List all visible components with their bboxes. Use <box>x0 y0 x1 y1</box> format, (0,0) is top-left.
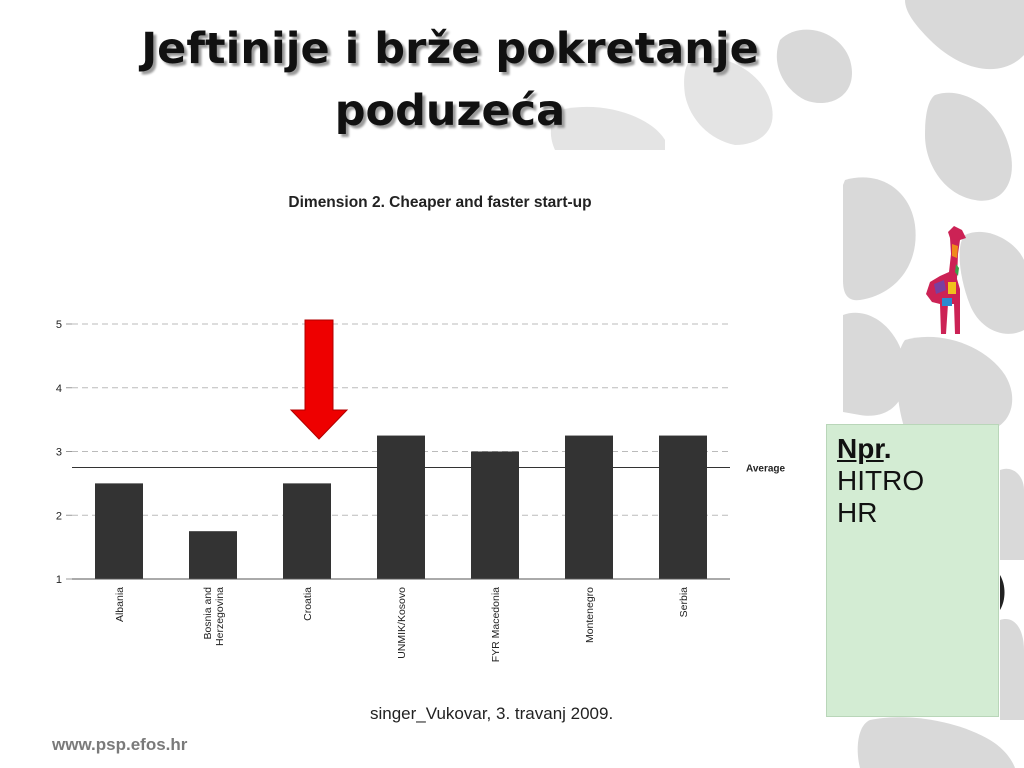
footer-credit: singer_Vukovar, 3. travanj 2009. <box>370 704 614 723</box>
x-axis-labels: Albania Bosnia and Herzegovina Croatia UNMIK… <box>114 587 690 662</box>
giraffe-pattern-shape <box>843 177 916 301</box>
highlight-arrow-icon <box>289 319 349 440</box>
giraffe-pattern-shape <box>1000 619 1024 720</box>
y-tick-label: 3 <box>56 447 62 459</box>
x-tick-label: Serbia <box>678 587 690 618</box>
bar <box>189 531 237 579</box>
giraffe-pattern-shape <box>776 29 852 104</box>
giraffe-pattern-shape <box>550 106 665 150</box>
slide-title-line2: poduzeća <box>334 86 566 136</box>
giraffe-pattern-shape <box>843 312 906 416</box>
giraffe-pattern-shape <box>896 336 1013 430</box>
x-tick-label: Montenegro <box>584 587 596 643</box>
y-axis-ticks: 1 2 3 4 5 <box>56 319 72 586</box>
y-tick-label: 2 <box>56 510 62 522</box>
bar <box>659 435 707 579</box>
x-tick-label: Croatia <box>302 587 314 621</box>
y-tick-label: 5 <box>56 319 62 331</box>
average-label: Average <box>746 463 786 474</box>
giraffe-pattern-shape <box>1000 575 1005 610</box>
chart-panel: Dimension 2. Cheaper and faster start-up… <box>0 150 843 715</box>
slide-title-line1: Jeftinije i brže pokretanje <box>141 24 759 74</box>
bar <box>565 435 613 579</box>
giraffe-pattern-shape <box>905 0 1024 70</box>
bar <box>471 451 519 579</box>
giraffe-pattern-shape <box>925 92 1012 201</box>
giraffe-pattern-shape <box>959 231 1024 334</box>
note-box: Npr. HITRO HR <box>826 424 999 717</box>
note-line-2: HR <box>837 497 878 528</box>
giraffe-pattern-shape <box>684 57 773 145</box>
x-tick-label: Herzegovina <box>214 587 226 646</box>
bars <box>95 435 707 579</box>
note-npr-label: Npr <box>837 433 884 464</box>
bar <box>377 435 425 579</box>
x-tick-label: Bosnia and <box>202 587 214 640</box>
giraffe-pattern-shape <box>857 717 1015 768</box>
note-npr-line: Npr. <box>837 433 988 465</box>
bar <box>95 483 143 579</box>
x-tick-label: FYR Macedonia <box>490 587 502 662</box>
y-tick-label: 1 <box>56 574 62 586</box>
giraffe-pattern-shape <box>1000 468 1024 560</box>
bar <box>283 483 331 579</box>
note-line-1: HITRO <box>837 465 925 496</box>
slide-title: Jeftinije i brže pokretanje poduzeća <box>60 18 840 142</box>
y-tick-label: 4 <box>56 383 62 395</box>
giraffe-logo-icon <box>926 226 966 334</box>
bar-chart: Dimension 2. Cheaper and faster start-up… <box>56 194 786 662</box>
note-npr-dot: . <box>883 433 892 464</box>
footer-url: www.psp.efos.hr <box>52 735 188 754</box>
x-tick-label: UNMIK/Kosovo <box>396 587 408 659</box>
chart-title: Dimension 2. Cheaper and faster start-up <box>288 194 591 211</box>
x-tick-label: Albania <box>114 587 126 622</box>
